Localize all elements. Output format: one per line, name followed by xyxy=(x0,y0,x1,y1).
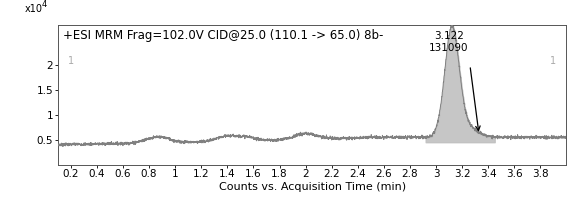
Text: +ESI MRM Frag=102.0V CID@25.0 (110.1 -> 65.0) 8b-: +ESI MRM Frag=102.0V CID@25.0 (110.1 -> … xyxy=(63,30,383,42)
Text: x10: x10 xyxy=(25,4,43,14)
Text: 1: 1 xyxy=(550,56,556,66)
X-axis label: Counts vs. Acquisition Time (min): Counts vs. Acquisition Time (min) xyxy=(218,182,406,192)
Text: 4: 4 xyxy=(42,0,47,9)
Text: 3.122
131090: 3.122 131090 xyxy=(429,31,469,53)
Text: 1: 1 xyxy=(68,56,74,66)
